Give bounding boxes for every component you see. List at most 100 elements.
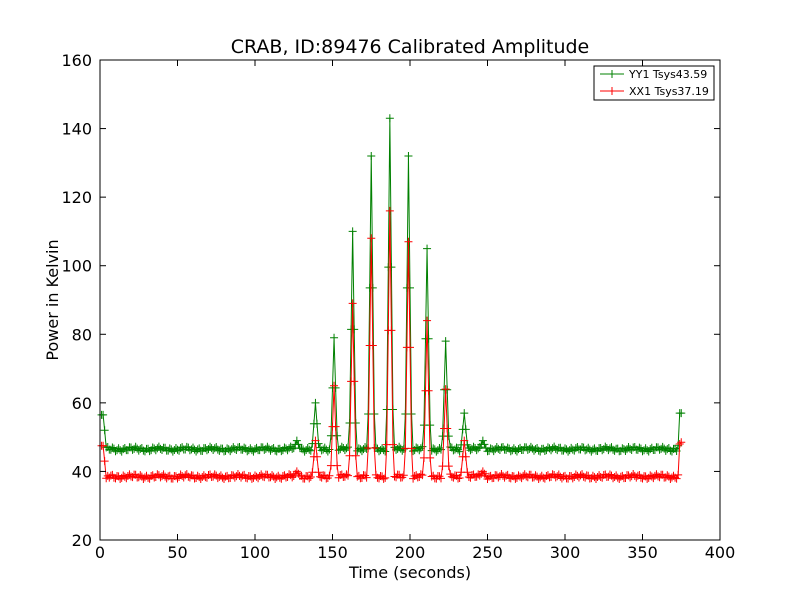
data-point-marker	[399, 471, 408, 480]
data-point-marker	[348, 299, 357, 308]
data-point-marker	[348, 227, 357, 236]
x-tick-label: 300	[550, 543, 581, 562]
data-point-marker	[344, 443, 352, 452]
data-point-marker	[463, 468, 472, 477]
data-point-marker	[399, 445, 408, 454]
y-axis-label: Power in Kelvin	[43, 239, 62, 360]
data-point-marker	[423, 244, 432, 253]
series-xx1	[97, 206, 686, 484]
data-point-marker	[454, 445, 463, 454]
data-point-marker	[461, 452, 470, 461]
data-point-marker	[443, 385, 452, 394]
data-point-marker	[314, 468, 323, 477]
data-point-marker	[323, 447, 332, 456]
data-point-marker	[367, 234, 376, 243]
data-point-marker	[333, 431, 342, 440]
data-point-marker	[325, 471, 334, 480]
y-tick-label: 100	[61, 257, 92, 276]
data-point-marker	[455, 447, 464, 456]
data-point-marker	[379, 474, 388, 483]
x-tick-label: 200	[395, 543, 426, 562]
data-point-marker	[444, 462, 453, 471]
data-point-marker	[398, 473, 407, 482]
x-tick-label: 150	[317, 543, 348, 562]
x-tick-label: 400	[705, 543, 736, 562]
legend: YY1 Tsys43.59 XX1 Tsys37.19	[593, 65, 715, 101]
data-point-marker	[100, 457, 109, 466]
data-point-marker	[350, 377, 359, 386]
data-point-marker	[437, 474, 445, 483]
y-tick-label: 140	[61, 120, 92, 139]
legend-marker-xx1	[608, 87, 616, 95]
legend-marker-yy1	[608, 70, 616, 78]
data-point-marker	[367, 152, 376, 160]
data-point-marker	[443, 424, 452, 433]
data-point-marker	[461, 425, 470, 434]
data-point-marker	[368, 341, 377, 350]
data-point-marker	[387, 326, 396, 335]
legend-box	[593, 65, 715, 101]
data-point-marker	[351, 419, 360, 428]
data-point-marker	[460, 409, 469, 418]
data-point-marker	[342, 444, 351, 453]
data-point-marker	[330, 333, 339, 342]
data-point-marker	[362, 473, 371, 482]
data-point-marker	[331, 422, 340, 431]
data-point-marker	[677, 409, 686, 418]
data-point-marker	[331, 383, 340, 392]
x-tick-label: 50	[167, 543, 187, 562]
data-point-marker	[311, 398, 320, 407]
data-point-marker	[385, 206, 394, 215]
data-point-marker	[426, 421, 435, 430]
data-point-marker	[435, 443, 444, 452]
axis-ticks: 0 50 100 150 200 250 300 350 400 20 40 60 80 100 120 14…	[61, 51, 735, 562]
data-point-marker	[305, 474, 314, 483]
data-point-marker	[480, 440, 489, 449]
x-tick-label: 350	[627, 543, 658, 562]
legend-label-xx1: XX1 Tsys37.19	[629, 85, 709, 98]
data-point-marker	[621, 447, 630, 456]
data-point-marker	[370, 443, 379, 452]
data-point-marker	[489, 447, 498, 456]
data-point-marker	[226, 447, 235, 456]
data-point-marker	[672, 474, 681, 483]
data-point-marker	[388, 440, 397, 449]
data-point-marker	[350, 325, 359, 334]
data-point-marker	[404, 237, 413, 246]
data-point-marker	[418, 471, 427, 480]
series-yy1	[97, 114, 686, 456]
data-point-marker	[416, 470, 425, 479]
data-point-marker	[441, 385, 450, 394]
data-point-marker	[424, 386, 433, 395]
data-point-marker	[306, 446, 315, 455]
y-tick-label: 20	[72, 531, 92, 550]
x-tick-label: 0	[95, 543, 105, 562]
data-point-marker	[330, 381, 339, 390]
data-point-marker	[288, 444, 297, 453]
data-point-marker	[406, 343, 414, 352]
legend-label-yy1: YY1 Tsys43.59	[628, 68, 707, 81]
series-line	[101, 118, 682, 453]
data-point-marker	[357, 447, 366, 456]
y-tick-label: 60	[72, 394, 92, 413]
data-point-marker	[674, 470, 683, 479]
y-tick-label: 40	[72, 462, 92, 481]
data-point-marker	[455, 474, 464, 483]
data-point-marker	[675, 440, 684, 448]
data-point-marker	[416, 444, 425, 453]
data-point-marker	[441, 337, 450, 346]
data-point-marker	[311, 436, 320, 445]
data-point-marker	[423, 316, 432, 325]
data-point-marker	[424, 334, 433, 343]
series-layer	[97, 114, 686, 484]
data-point-marker	[404, 152, 413, 160]
data-point-marker	[444, 432, 453, 441]
x-axis-label: Time (seconds)	[348, 563, 471, 582]
y-tick-label: 160	[61, 51, 92, 70]
data-point-marker	[344, 471, 352, 480]
data-point-marker	[100, 426, 109, 435]
data-point-marker	[418, 442, 427, 451]
x-tick-label: 250	[472, 543, 503, 562]
x-tick-label: 100	[240, 543, 271, 562]
